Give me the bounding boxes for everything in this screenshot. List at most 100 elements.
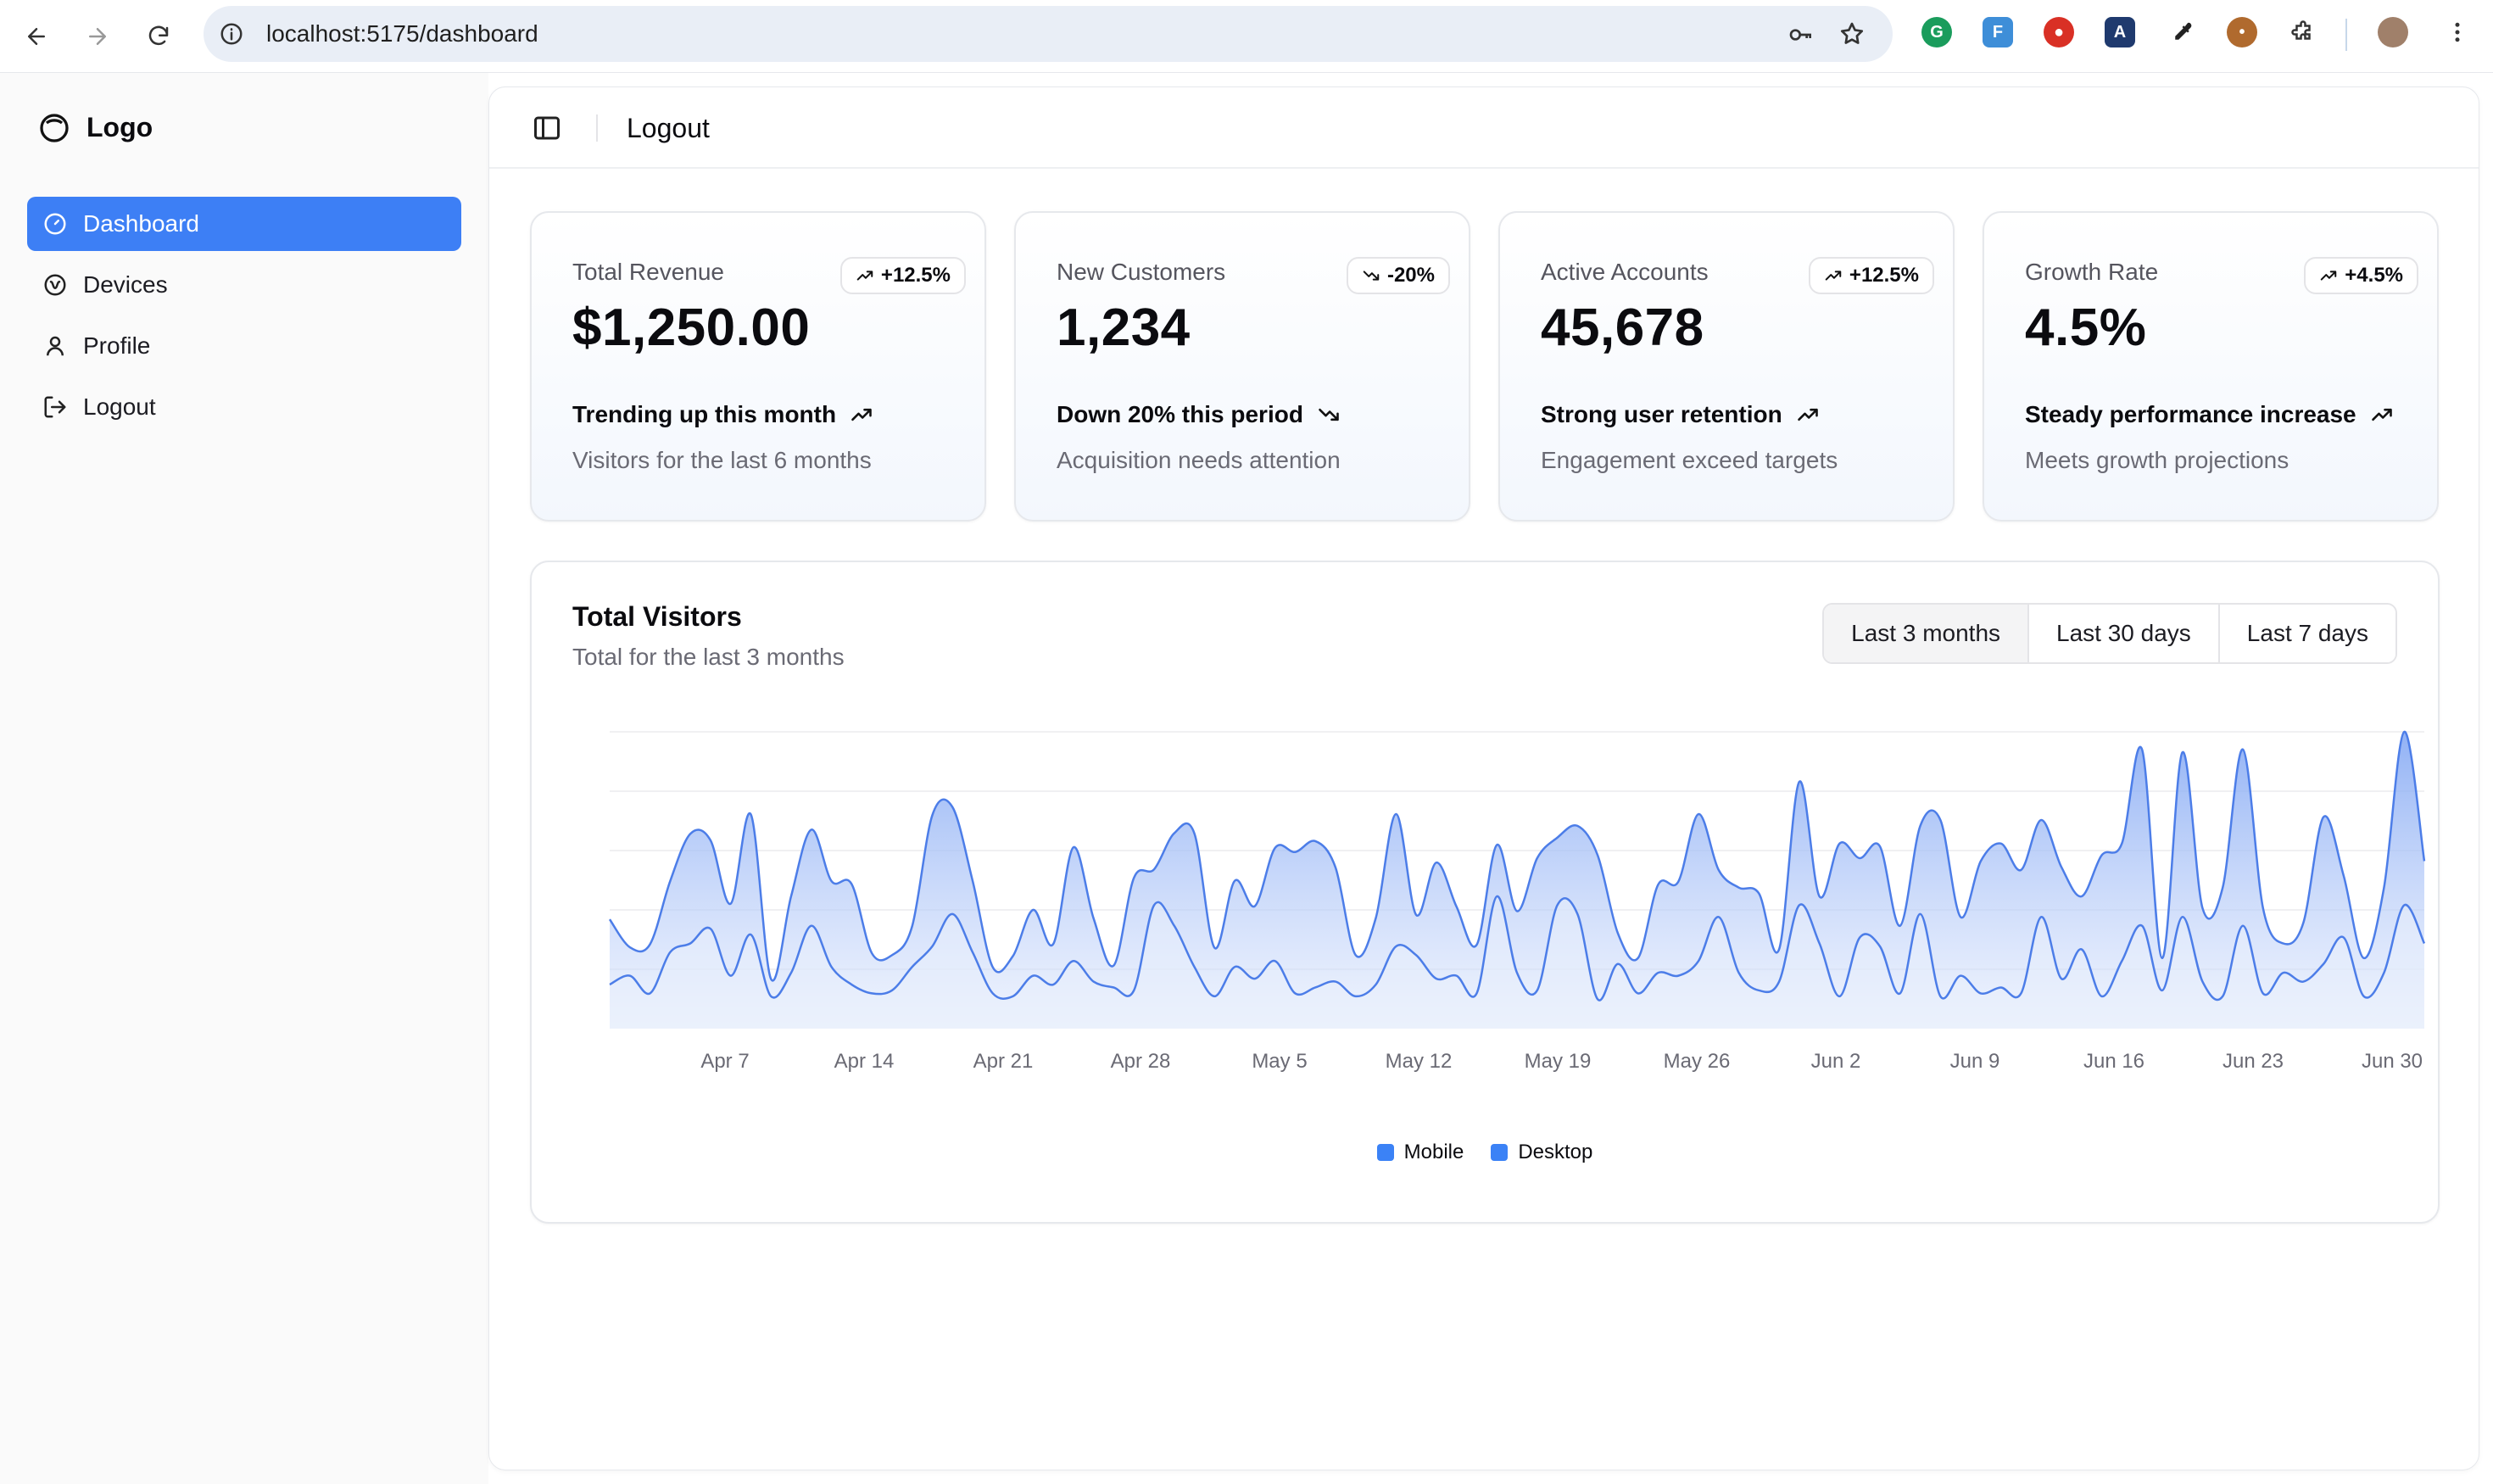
legend-item-desktop[interactable]: Desktop	[1491, 1141, 1592, 1164]
chart-legend: Mobile Desktop	[532, 1141, 2438, 1164]
legend-item-mobile[interactable]: Mobile	[1376, 1141, 1464, 1164]
main-panel: Logout Total Revenue +12.5% $1,250.00 Tr…	[488, 86, 2479, 1470]
reload-icon[interactable]	[141, 19, 176, 54]
card-foot-desc: Visitors for the last 6 months	[572, 447, 872, 473]
stat-card-growth-rate: Growth Rate +4.5% 4.5% Steady performanc…	[1983, 211, 2439, 522]
sidebar-item-label: Dashboard	[83, 210, 199, 237]
foot-title-text: Steady performance increase	[2025, 401, 2356, 427]
x-tick-label: May 5	[1252, 1050, 1307, 1073]
visitors-chart-card: Total Visitors Total for the last 3 mont…	[530, 561, 2440, 1224]
trending-up-icon	[2321, 271, 2337, 281]
trending-up-icon	[2371, 408, 2392, 421]
url-text[interactable]: localhost:5175/dashboard	[266, 20, 538, 47]
page-title: Logout	[627, 113, 710, 143]
browser-toolbar: localhost:5175/dashboard G F ● A •	[0, 0, 2493, 73]
logo-text: Logo	[86, 112, 153, 142]
forward-icon[interactable]	[80, 19, 115, 54]
card-label: Active Accounts	[1541, 259, 1709, 285]
trending-up-icon	[1825, 271, 1842, 281]
logo[interactable]: Logo	[39, 112, 153, 143]
x-tick-label: Jun 16	[2083, 1050, 2144, 1073]
menu-dots-icon[interactable]	[2442, 17, 2473, 47]
legend-label: Desktop	[1518, 1141, 1593, 1163]
trend-badge: -20%	[1346, 257, 1450, 294]
cookie-extension-icon[interactable]: •	[2227, 17, 2257, 47]
sidebar-item-label: Devices	[83, 271, 168, 298]
toolbar-divider	[2345, 19, 2347, 51]
trend-badge: +4.5%	[2304, 257, 2418, 294]
badge-text: +4.5%	[2345, 264, 2403, 287]
card-foot-desc: Acquisition needs attention	[1057, 447, 1341, 473]
x-tick-label: Jun 2	[1811, 1050, 1861, 1073]
topbar-divider	[596, 114, 598, 142]
avatar[interactable]	[2378, 17, 2408, 47]
sidebar: Logo Dashboard Devices Profile Logout	[0, 73, 488, 1484]
range-button-7-days[interactable]: Last 7 days	[2219, 605, 2395, 662]
stat-card-active-accounts: Active Accounts +12.5% 45,678 Strong use…	[1498, 211, 1955, 522]
card-value: 1,234	[1057, 298, 1191, 357]
x-tick-label: May 12	[1386, 1050, 1453, 1073]
star-icon[interactable]	[1838, 20, 1866, 47]
card-label: Total Revenue	[572, 259, 725, 285]
x-tick-label: May 26	[1664, 1050, 1731, 1073]
x-tick-label: Apr 28	[1111, 1050, 1171, 1073]
info-icon[interactable]	[219, 21, 244, 47]
card-label: New Customers	[1057, 259, 1226, 285]
trending-up-icon	[1797, 408, 1818, 421]
card-value: 4.5%	[2025, 298, 2147, 357]
x-tick-label: Apr 7	[700, 1050, 749, 1073]
card-foot-title: Steady performance increase	[2025, 401, 2394, 428]
font-extension-icon[interactable]: F	[1983, 17, 2013, 47]
legend-label: Mobile	[1403, 1141, 1464, 1163]
eyedropper-extension-icon[interactable]	[2166, 17, 2196, 47]
sidebar-nav: Dashboard Devices Profile Logout	[27, 197, 461, 441]
adblock-extension-icon[interactable]: ●	[2044, 17, 2074, 47]
x-tick-label: Jun 23	[2223, 1050, 2284, 1073]
sidebar-item-label: Logout	[83, 393, 156, 420]
key-icon[interactable]	[1787, 21, 1815, 48]
chart-subtitle: Total for the last 3 months	[572, 644, 845, 670]
trend-badge: +12.5%	[839, 257, 966, 294]
address-bar[interactable]: localhost:5175/dashboard	[204, 6, 1893, 62]
notes-extension-icon[interactable]: A	[2105, 17, 2135, 47]
badge-text: +12.5%	[880, 264, 951, 287]
card-foot-title: Strong user retention	[1541, 401, 1820, 428]
mobile-line	[609, 895, 2426, 1001]
foot-title-text: Trending up this month	[572, 401, 837, 427]
foot-title-text: Strong user retention	[1541, 401, 1782, 427]
badge-text: +12.5%	[1849, 264, 1919, 287]
range-button-3-months[interactable]: Last 3 months	[1824, 605, 2030, 662]
puzzle-extensions-icon[interactable]	[2288, 17, 2318, 47]
sidebar-item-logout[interactable]: Logout	[27, 380, 461, 434]
range-button-30-days[interactable]: Last 30 days	[2029, 605, 2220, 662]
card-foot-title: Trending up this month	[572, 401, 873, 428]
logo-circle-icon	[40, 113, 69, 142]
trending-down-icon	[1363, 271, 1380, 281]
x-tick-label: Jun 9	[1950, 1050, 2000, 1073]
badge-text: -20%	[1386, 264, 1435, 287]
card-foot-desc: Engagement exceed targets	[1541, 447, 1838, 473]
card-foot-title: Down 20% this period	[1057, 401, 1341, 428]
logout-icon	[44, 396, 66, 418]
legend-swatch	[1376, 1144, 1394, 1161]
foot-title-text: Down 20% this period	[1057, 401, 1303, 427]
sidebar-item-dashboard[interactable]: Dashboard	[27, 197, 461, 251]
devices-icon	[44, 274, 66, 296]
sidebar-toggle-icon[interactable]	[532, 113, 562, 143]
stat-card-new-customers: New Customers -20% 1,234 Down 20% this p…	[1014, 211, 1470, 522]
visitors-area-chart[interactable]: Apr 7 Apr 14 Apr 21 Apr 28 May 5 May 12 May 19…	[532, 689, 2438, 1113]
chart-title: Total Visitors	[572, 601, 742, 632]
card-label: Growth Rate	[2025, 259, 2159, 285]
trending-up-icon	[856, 271, 873, 281]
sidebar-item-devices[interactable]: Devices	[27, 258, 461, 312]
sidebar-item-profile[interactable]: Profile	[27, 319, 461, 373]
user-icon	[47, 336, 64, 356]
card-value: $1,250.00	[572, 298, 811, 357]
stat-card-total-revenue: Total Revenue +12.5% $1,250.00 Trending …	[530, 211, 986, 522]
x-tick-label: May 19	[1525, 1050, 1592, 1073]
back-icon[interactable]	[19, 19, 54, 54]
legend-swatch	[1491, 1144, 1509, 1161]
trend-badge: +12.5%	[1808, 257, 1934, 294]
sidebar-item-label: Profile	[83, 332, 151, 359]
grammarly-extension-icon[interactable]: G	[1921, 17, 1952, 47]
